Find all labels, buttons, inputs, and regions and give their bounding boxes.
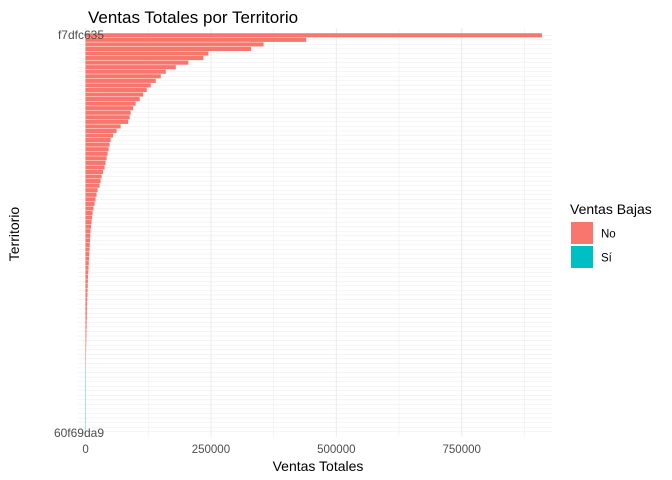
bar <box>85 110 131 115</box>
bar <box>85 292 88 298</box>
y-axis-tick-labels: f7dfc635 60f69da9 <box>54 28 104 440</box>
bar <box>85 128 117 134</box>
bar <box>85 169 104 175</box>
x-tick-label: 0 <box>82 444 88 456</box>
bar <box>85 151 108 156</box>
bar <box>85 119 129 124</box>
bar <box>85 256 90 261</box>
bar <box>85 233 91 238</box>
bar <box>85 343 87 348</box>
bar <box>85 183 100 188</box>
bar <box>85 69 166 74</box>
y-tick-label-top: f7dfc635 <box>58 28 104 42</box>
bar <box>85 338 87 343</box>
bar <box>85 160 106 165</box>
bar <box>85 333 87 339</box>
bar <box>85 74 161 79</box>
bar <box>85 283 88 288</box>
x-axis-tick-labels: 0 250000 500000 750000 <box>82 444 481 456</box>
bar <box>85 197 96 202</box>
bar <box>85 270 89 275</box>
x-tick-label: 750000 <box>443 444 481 456</box>
bar <box>85 206 94 211</box>
bar <box>85 78 156 83</box>
gridlines <box>78 28 552 437</box>
legend: Ventas Bajas No Sí <box>570 201 652 268</box>
bar <box>85 224 92 229</box>
x-tick-label: 500000 <box>317 444 355 456</box>
bar <box>85 115 130 120</box>
bar <box>85 97 140 102</box>
legend-key <box>571 222 593 244</box>
bar <box>85 324 87 329</box>
bar <box>85 329 87 334</box>
bar <box>85 288 88 293</box>
bar <box>85 124 121 129</box>
bar <box>85 247 90 252</box>
bar <box>85 261 89 266</box>
chart-title: Ventas Totales por Territorio <box>88 8 298 27</box>
bar <box>85 220 92 225</box>
bar <box>85 156 107 161</box>
bar <box>85 101 136 106</box>
bar <box>85 210 93 216</box>
legend-key <box>571 246 593 268</box>
bar <box>85 83 151 88</box>
bar <box>85 188 98 193</box>
bar <box>85 165 105 170</box>
bar <box>85 265 89 270</box>
y-axis-title: Territorio <box>6 207 22 262</box>
bar <box>85 133 114 138</box>
bar <box>85 37 307 42</box>
bar <box>85 46 252 51</box>
bar <box>85 229 91 234</box>
legend-label: No <box>601 229 616 241</box>
bar <box>85 238 91 243</box>
bar <box>85 51 209 56</box>
bar <box>85 192 97 197</box>
bar <box>85 56 204 61</box>
bar <box>85 147 109 152</box>
bar <box>85 142 110 147</box>
bar <box>85 311 87 316</box>
bar <box>85 302 88 307</box>
bar <box>85 106 134 111</box>
bar <box>85 92 144 97</box>
bar <box>85 279 88 284</box>
bar <box>85 179 101 184</box>
legend-label: Sí <box>601 253 613 265</box>
bar <box>85 215 93 220</box>
x-tick-label: 250000 <box>192 444 230 456</box>
bar <box>85 352 87 357</box>
bar <box>85 320 87 325</box>
x-axis-title: Ventas Totales <box>273 458 364 474</box>
bar <box>85 242 90 247</box>
bar <box>85 306 88 311</box>
bar <box>85 33 542 38</box>
bar <box>85 87 147 93</box>
bar <box>85 297 88 302</box>
bar <box>85 42 264 47</box>
bar <box>85 60 189 65</box>
bar <box>85 138 111 143</box>
legend-title: Ventas Bajas <box>570 201 652 217</box>
bar <box>85 65 176 70</box>
bar <box>85 315 87 320</box>
bar <box>85 251 90 257</box>
bar <box>85 174 102 179</box>
bars <box>85 33 542 434</box>
bar <box>85 347 87 352</box>
y-tick-label-bottom: 60f69da9 <box>54 426 104 440</box>
bar <box>85 201 95 206</box>
bar <box>85 274 89 279</box>
